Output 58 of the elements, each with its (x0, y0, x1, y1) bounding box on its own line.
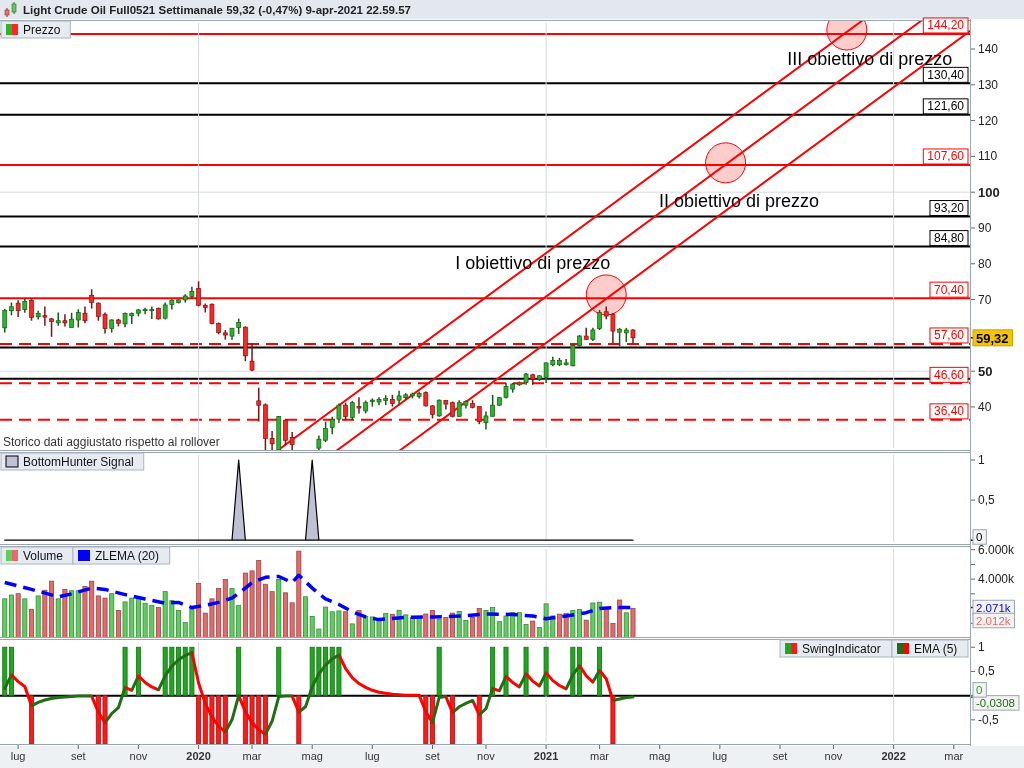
y-tick-label: 120 (978, 113, 999, 128)
x-tick-label: mar (944, 750, 964, 762)
ref-line-label: 93,20 (933, 201, 965, 216)
ref-line-label: 57,60 (933, 328, 965, 343)
ref-line-label: 107,60 (927, 149, 965, 164)
x-tick-label: lug (712, 750, 728, 762)
x-tick-label: lug (10, 750, 26, 762)
y-tick-label: 0,5 (978, 493, 996, 508)
y-tick-label: 80 (978, 256, 992, 271)
ref-line-label: 121,60 (927, 99, 965, 114)
y-tick-label: 6.000k (978, 542, 1016, 557)
chart-title: Light Crude Oil Full0521 Settimanale 59,32 (-0,47%) 9-apr-2021 22.59.57 (23, 3, 411, 16)
y-tick-label: 90 (978, 220, 992, 235)
y-tick-label: 100 (978, 184, 1000, 200)
x-tick-label: mag (649, 750, 671, 762)
legend-label: SwingIndicator (802, 642, 881, 656)
y-tick-label: 70 (978, 292, 992, 307)
ref-line-label: 130,40 (927, 67, 965, 82)
x-tick-label: 2021 (533, 750, 559, 762)
x-tick-label: 2020 (186, 750, 211, 762)
y-tick-label: 0 (976, 531, 983, 543)
legend-label: BottomHunter Signal (23, 455, 134, 469)
x-tick-label: nov (824, 750, 843, 762)
x-tick-label: 2022 (881, 750, 906, 762)
y-tick-label: 50 (978, 363, 993, 379)
annotation: Storico dati aggiustato rispetto al rollover (3, 435, 220, 449)
ref-line-label: 84,80 (933, 231, 965, 246)
ref-line-label: 46,60 (933, 367, 965, 382)
y-tick-label: 2.071k (976, 601, 1011, 614)
y-tick-label: 1 (978, 453, 985, 468)
legend-label: Volume (23, 549, 64, 563)
x-tick-label: nov (129, 750, 148, 762)
y-tick-label: 59,32 (976, 330, 1009, 346)
legend-label: EMA (5) (914, 642, 958, 656)
x-tick-label: lug (365, 750, 380, 762)
y-tick-label: 1 (978, 640, 985, 655)
y-tick-label: 110 (978, 149, 998, 164)
text: 2.012k (976, 614, 1011, 627)
y-tick-label: 4.000k (978, 572, 1016, 587)
x-tick-label: set (70, 750, 86, 762)
y-tick-label: 0 (976, 683, 983, 696)
x-tick-label: nov (477, 750, 496, 762)
y-tick-label: 0,5 (978, 664, 996, 679)
x-tick-label: set (772, 750, 788, 762)
ref-line-label: 70,40 (933, 282, 965, 297)
ref-line-label: 144,20 (927, 18, 965, 33)
legend-label: Prezzo (23, 23, 61, 37)
y-tick-label: 130 (978, 77, 999, 92)
y-tick-label: 40 (978, 399, 992, 414)
x-tick-label: mag (301, 750, 323, 762)
y-tick-label: 140 (978, 42, 999, 56)
x-tick-label: mar (242, 750, 262, 762)
ref-line-label: 36,40 (933, 404, 965, 419)
x-tick-label: mar (590, 750, 610, 762)
y-tick-label: -0,5 (978, 712, 999, 727)
y-tick-label: -0,0308 (976, 696, 1016, 709)
legend-label: ZLEMA (20) (95, 549, 160, 563)
x-tick-label: set (425, 750, 440, 762)
